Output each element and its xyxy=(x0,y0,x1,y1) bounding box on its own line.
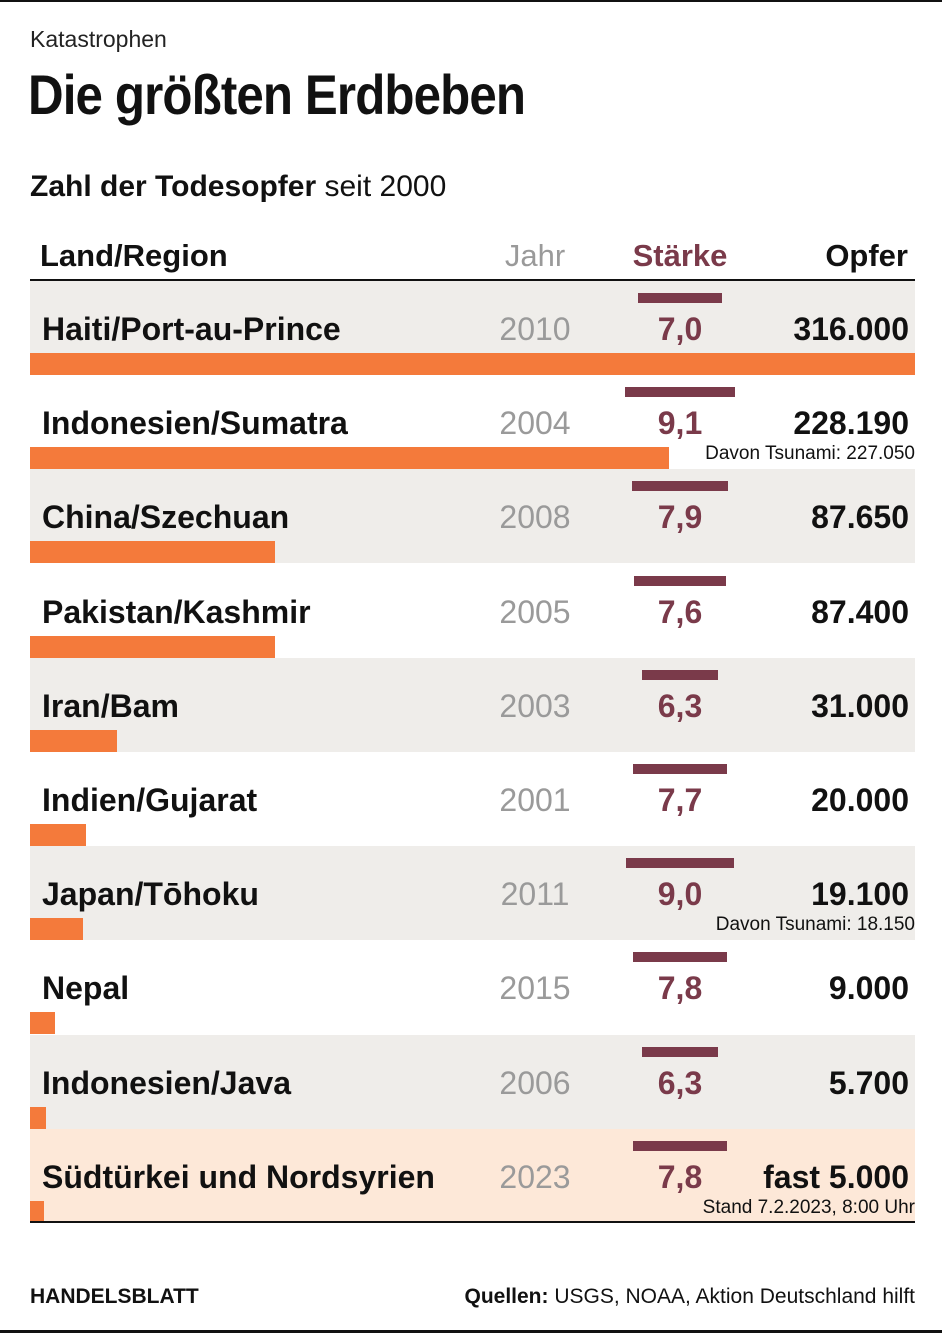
year-label: 2023 xyxy=(499,1158,571,1195)
deaths-bar xyxy=(30,635,275,658)
magnitude-bar xyxy=(641,669,719,680)
table-row: Indonesien/Java 2006 6,3 5.700 xyxy=(30,1034,915,1129)
year-label: 2006 xyxy=(499,1064,571,1101)
deaths-bar xyxy=(30,1012,56,1035)
year-label: 2004 xyxy=(499,405,571,442)
bottom-border xyxy=(0,1330,942,1333)
magnitude-bar xyxy=(641,1046,719,1057)
magnitude-bar xyxy=(625,858,735,869)
deaths-bar xyxy=(30,729,117,752)
year-label: 2003 xyxy=(499,687,571,724)
top-border xyxy=(0,0,942,2)
subtitle: Zahl der Todesopfer seit 2000 xyxy=(30,170,446,204)
table-row: China/Szechuan 2008 7,9 87.650 xyxy=(30,469,915,564)
header-land: Land/Region xyxy=(40,238,228,273)
magnitude-bar xyxy=(632,481,728,492)
land-label: Indien/Gujarat xyxy=(42,782,258,818)
sources: Quellen: USGS, NOAA, Aktion Deutschland … xyxy=(464,1285,915,1309)
deaths-note: Davon Tsunami: 18.150 xyxy=(715,914,915,936)
brand-logo: HANDELSBLATT xyxy=(30,1285,199,1308)
magnitude-bar xyxy=(624,387,736,398)
magnitude-label: 7,8 xyxy=(657,970,703,1007)
deaths-bar xyxy=(30,353,915,375)
deaths-bar xyxy=(30,824,86,846)
page-title: Die größten Erdbeben xyxy=(28,63,526,126)
land-label: Pakistan/Kashmir xyxy=(42,593,311,630)
year-label: 2015 xyxy=(499,970,571,1007)
magnitude-label: 7,9 xyxy=(657,499,703,536)
magnitude-label: 7,8 xyxy=(657,1158,703,1195)
magnitude-label: 7,0 xyxy=(657,311,703,347)
land-label: Indonesien/Java xyxy=(42,1064,291,1101)
deaths-bar xyxy=(30,918,84,941)
table-row: Pakistan/Kashmir 2005 7,6 87.400 xyxy=(30,564,915,658)
year-label: 2008 xyxy=(499,499,571,536)
magnitude-bar xyxy=(632,952,728,963)
land-label: Japan/Tōhoku xyxy=(42,876,259,913)
magnitude-label: 9,1 xyxy=(657,405,703,442)
magnitude-label: 7,7 xyxy=(657,782,703,818)
year-label: 2011 xyxy=(500,876,570,913)
magnitude-bar xyxy=(634,575,726,586)
table-row: Indonesien/Sumatra 2004 9,1 228.190 Davon Ts… xyxy=(30,375,915,470)
deaths-label: 87.650 xyxy=(811,499,909,536)
deaths-label: 5.700 xyxy=(828,1064,909,1101)
subtitle-bold: Zahl der Todesopfer xyxy=(30,170,317,203)
deaths-bar xyxy=(30,447,670,470)
table-row: Indien/Gujarat 2001 7,7 20.000 xyxy=(30,752,915,846)
sources-label: Quellen: xyxy=(464,1285,549,1308)
header-staerke: Stärke xyxy=(632,238,728,273)
deaths-bar xyxy=(30,541,276,564)
magnitude-label: 9,0 xyxy=(657,876,703,913)
table-row: Japan/Tōhoku 2011 9,0 19.100 Davon Tsunami: … xyxy=(30,846,915,941)
sources-text: USGS, NOAA, Aktion Deutschland hilft xyxy=(548,1285,915,1308)
header-jahr: Jahr xyxy=(504,238,566,273)
kicker: Katastrophen xyxy=(30,26,167,52)
table-row: Iran/Bam 2003 6,3 31.000 xyxy=(30,657,915,752)
deaths-note: Davon Tsunami: 227.050 xyxy=(705,443,915,465)
deaths-label: 19.100 xyxy=(811,876,909,913)
year-label: 2005 xyxy=(499,593,571,630)
magnitude-bar xyxy=(637,293,723,303)
deaths-label: 87.400 xyxy=(811,593,909,630)
magnitude-bar xyxy=(632,1140,728,1151)
deaths-label: 228.190 xyxy=(793,405,909,442)
magnitude-label: 7,6 xyxy=(657,593,703,630)
subtitle-rest: seit 2000 xyxy=(316,170,447,203)
table-bottom-rule xyxy=(30,1221,915,1223)
table-row: Südtürkei und Nordsyrien 2023 7,8 fast 5.00… xyxy=(30,1128,915,1223)
deaths-label: 20.000 xyxy=(811,782,909,818)
land-label: Indonesien/Sumatra xyxy=(42,405,348,442)
deaths-label: 31.000 xyxy=(811,687,909,724)
deaths-bar xyxy=(30,1106,46,1129)
magnitude-label: 6,3 xyxy=(657,1064,703,1101)
deaths-label: 316.000 xyxy=(793,311,909,347)
header-rule xyxy=(30,279,915,281)
magnitude-label: 6,3 xyxy=(657,687,703,724)
land-label: Iran/Bam xyxy=(42,687,179,724)
deaths-label: 9.000 xyxy=(828,970,909,1007)
land-label: Haiti/Port-au-Prince xyxy=(42,311,341,347)
land-label: Nepal xyxy=(42,970,130,1007)
table-row: Nepal 2015 7,8 9.000 xyxy=(30,940,915,1035)
land-label: Südtürkei und Nordsyrien xyxy=(42,1158,435,1195)
deaths-note: Stand 7.2.2023, 8:00 Uhr xyxy=(702,1196,915,1218)
magnitude-bar xyxy=(633,764,727,774)
deaths-bar xyxy=(30,1200,44,1223)
year-label: 2010 xyxy=(499,311,571,347)
land-label: China/Szechuan xyxy=(42,499,290,536)
deaths-label: fast 5.000 xyxy=(763,1158,909,1195)
table-row: Haiti/Port-au-Prince 2010 7,0 316.000 xyxy=(30,281,915,375)
header-opfer: Opfer xyxy=(825,238,908,273)
year-label: 2001 xyxy=(499,782,571,818)
